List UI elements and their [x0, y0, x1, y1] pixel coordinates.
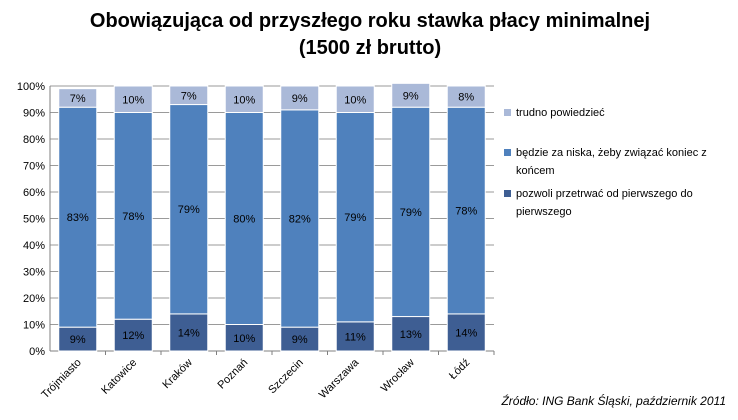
data-label: 14% — [455, 327, 477, 339]
data-label: 14% — [178, 327, 200, 339]
y-tick-label: 60% — [23, 187, 45, 199]
category-label: Kraków — [160, 357, 194, 391]
data-label: 79% — [178, 204, 200, 216]
bar-segment — [224, 324, 264, 352]
bar-segment — [391, 106, 431, 318]
data-label: 8% — [458, 92, 474, 104]
chart-title: Obowiązująca od przyszłego roku stawka p… — [40, 8, 700, 62]
chart-title-line2: (1500 zł brutto) — [298, 37, 442, 59]
legend-label: końcem — [516, 165, 555, 177]
bar-segment — [58, 106, 98, 328]
y-tick-label: 10% — [23, 320, 45, 332]
bar-segment — [280, 85, 320, 111]
data-label: 80% — [233, 214, 255, 226]
category-label: Łódź — [447, 357, 472, 382]
category-label: Wrocław — [379, 357, 417, 395]
bar-segment — [169, 85, 209, 106]
legend-swatch — [504, 109, 511, 116]
data-label: 11% — [345, 331, 366, 343]
data-label: 12% — [122, 330, 144, 342]
bar-segment — [335, 321, 375, 352]
data-label: 10% — [122, 94, 144, 106]
bar-segment — [113, 85, 153, 113]
y-tick-label: 70% — [23, 161, 45, 173]
legend-label: pierwszego — [516, 206, 572, 218]
data-label: 10% — [233, 333, 255, 345]
bar-segment — [224, 112, 264, 325]
legend-label: pozwoli przetrwać od pierwszego do — [516, 188, 693, 200]
legend-label: trudno powiedzieć — [516, 107, 605, 119]
bar-segment — [391, 316, 431, 352]
data-label: 10% — [344, 94, 366, 106]
bar-segment — [446, 85, 486, 108]
data-label: 79% — [400, 207, 422, 219]
y-tick-label: 100% — [17, 81, 45, 93]
legend-label: będzie za niska, żeby związać koniec z — [516, 147, 707, 159]
data-label: 7% — [70, 93, 86, 105]
category-label: Trójmiasto — [39, 357, 84, 402]
chart-title-line1: Obowiązująca od przyszłego roku stawka p… — [89, 10, 651, 32]
y-tick-label: 0% — [29, 346, 45, 358]
data-label: 9% — [292, 334, 308, 346]
legend-swatch — [504, 149, 511, 156]
legend-swatch — [504, 190, 511, 197]
data-label: 9% — [403, 90, 419, 102]
data-label: 82% — [289, 214, 311, 226]
category-label: Warszawa — [317, 356, 362, 401]
y-tick-label: 30% — [23, 267, 45, 279]
data-label: 9% — [292, 93, 308, 105]
bar-segment — [446, 313, 486, 352]
bar-segment — [335, 112, 375, 323]
bar-segment — [280, 109, 320, 328]
bar-segment — [58, 88, 98, 108]
bar-segment — [113, 112, 153, 320]
bar-segment — [169, 104, 209, 315]
y-tick-label: 90% — [23, 108, 45, 120]
data-label: 83% — [67, 212, 89, 224]
y-tick-label: 80% — [23, 134, 45, 146]
bar-segment — [335, 85, 375, 113]
y-tick-label: 20% — [23, 293, 45, 305]
data-label: 9% — [70, 334, 86, 346]
data-label: 78% — [455, 206, 477, 218]
y-tick-label: 50% — [23, 214, 45, 226]
source-note: Źródło: ING Bank Śląski, październik 201… — [501, 394, 726, 408]
data-label: 79% — [344, 212, 366, 224]
category-label: Katowice — [99, 357, 139, 397]
y-tick-label: 40% — [23, 240, 45, 252]
data-label: 10% — [233, 94, 255, 106]
data-label: 7% — [181, 90, 197, 102]
category-label: Szczecin — [266, 357, 306, 397]
data-label: 13% — [400, 329, 422, 341]
bar-segment — [391, 82, 431, 108]
category-label: Poznań — [216, 357, 251, 392]
bar-segment — [224, 85, 264, 113]
data-label: 78% — [122, 211, 144, 223]
